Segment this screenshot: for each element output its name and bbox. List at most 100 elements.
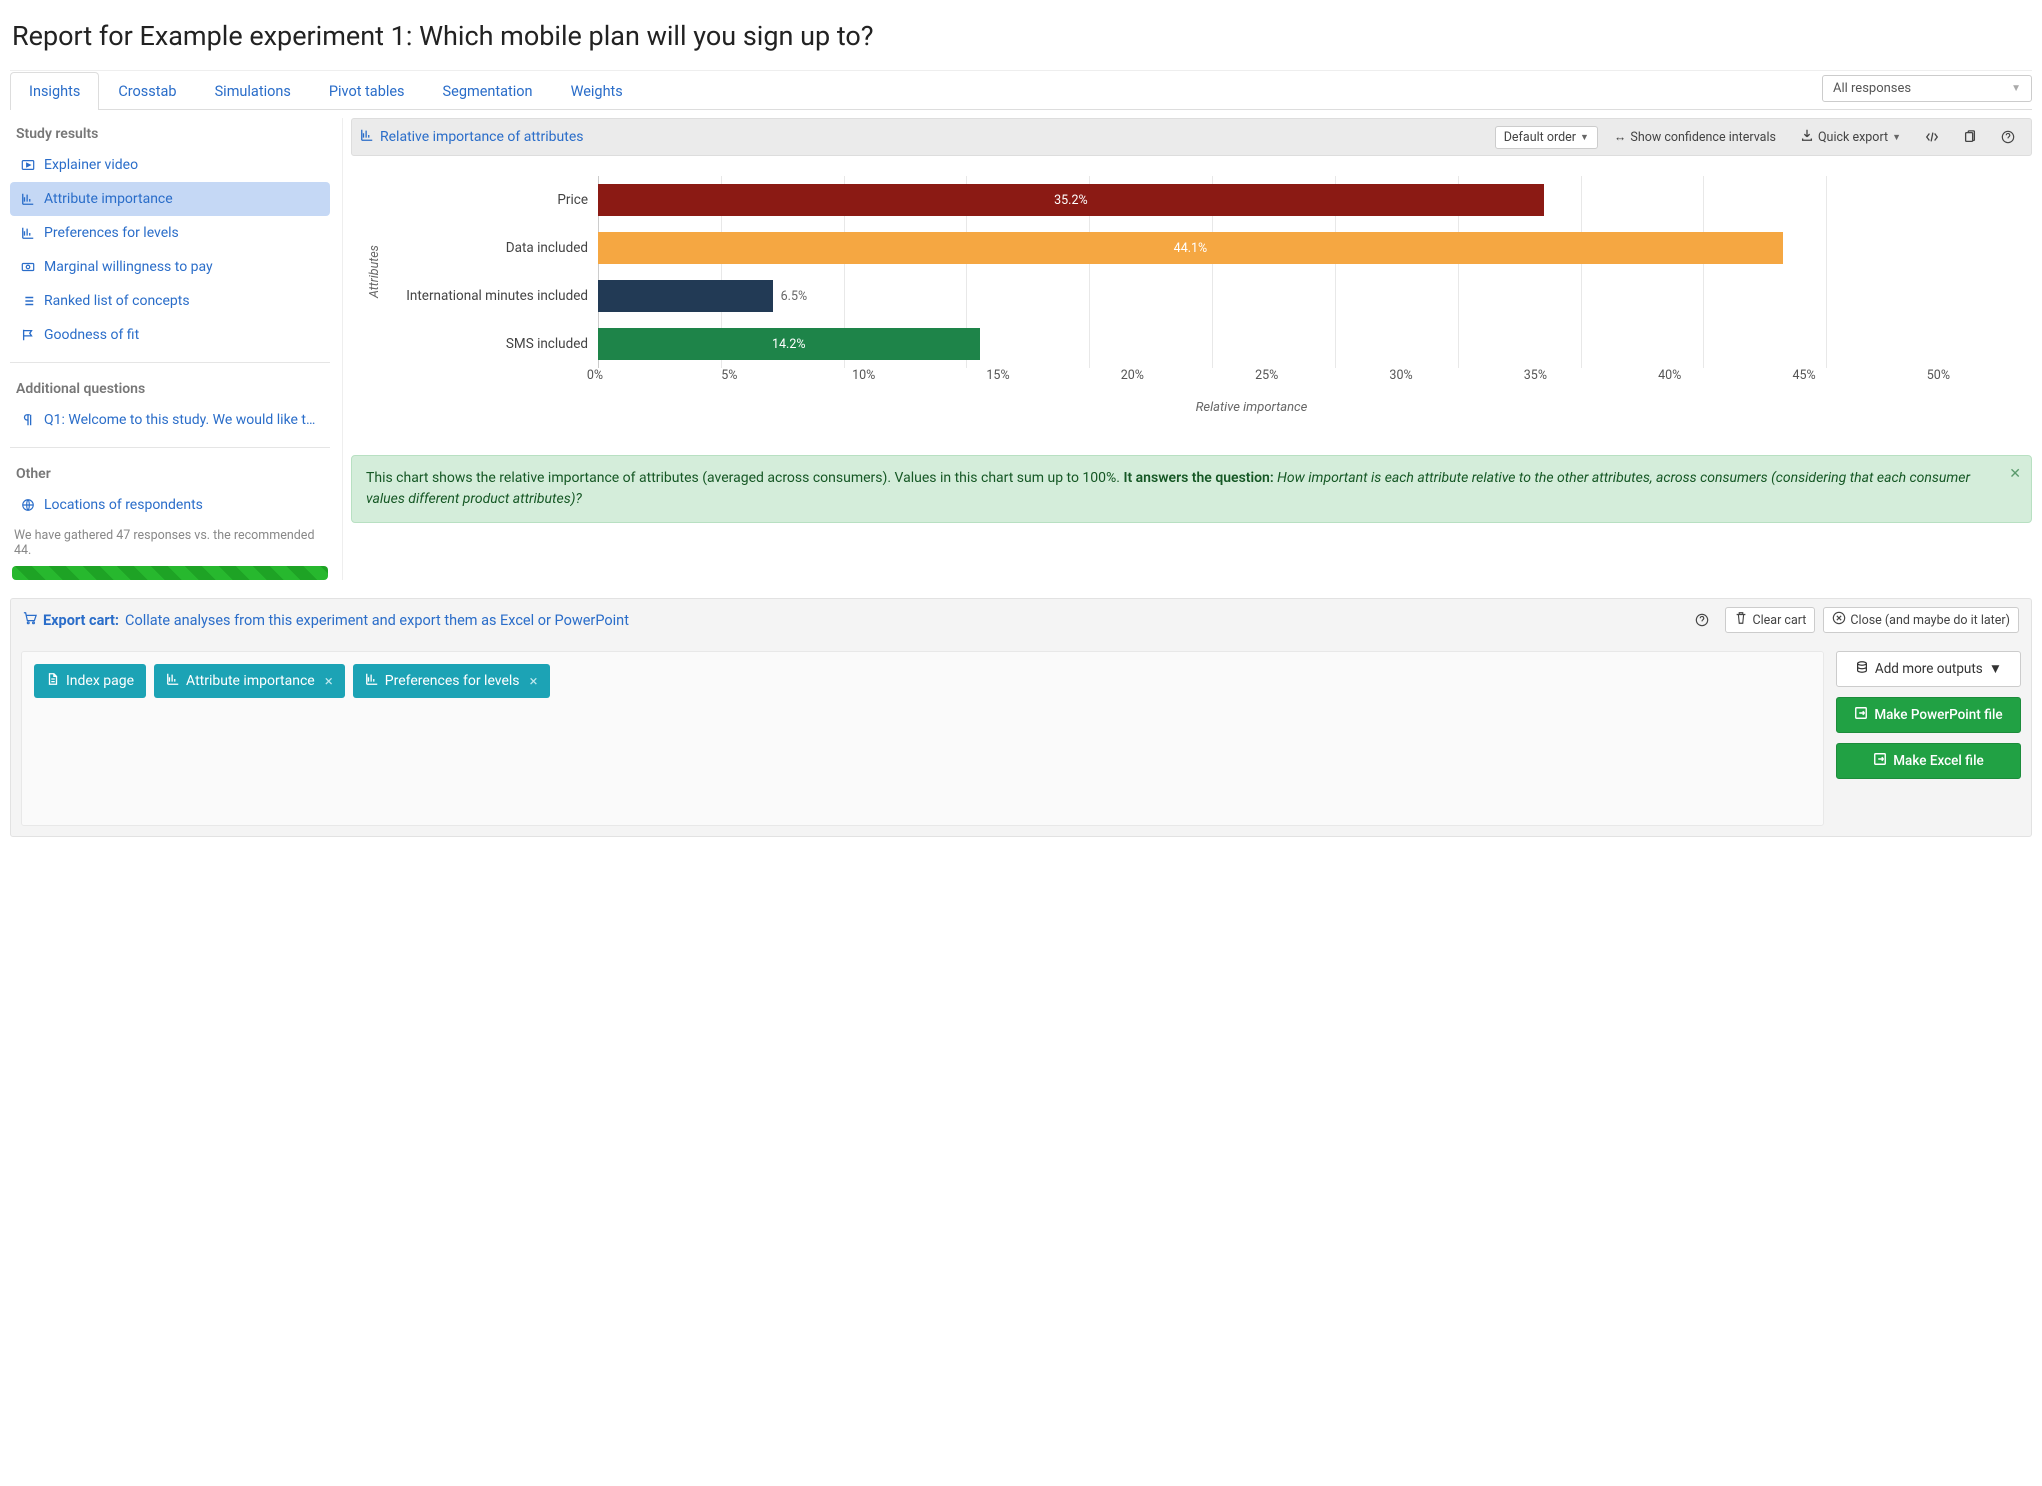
- tab-segmentation[interactable]: Segmentation: [424, 72, 552, 110]
- chip-label: Attribute importance: [186, 673, 315, 689]
- export-chip-attribute-importance[interactable]: Attribute importance ×: [154, 664, 345, 698]
- sidebar-item-label: Locations of respondents: [44, 497, 203, 513]
- bar-value-label: 6.5%: [781, 289, 808, 304]
- default-order-label: Default order: [1504, 130, 1576, 145]
- clear-cart-label: Clear cart: [1752, 613, 1806, 628]
- sidebar-item-label: Marginal willingness to pay: [44, 259, 213, 275]
- x-tick: 30%: [1389, 368, 1412, 383]
- export-chip-preferences-for-levels[interactable]: Preferences for levels ×: [353, 664, 550, 698]
- tabs-row: InsightsCrosstabSimulationsPivot tablesS…: [10, 71, 2032, 110]
- stack-icon: [1855, 660, 1869, 678]
- close-icon[interactable]: ✕: [2009, 464, 2021, 485]
- chart-bars: 35.2% 44.1% 6.5% 14.2%: [598, 176, 2022, 368]
- export-header-bold: Export cart:: [43, 612, 119, 629]
- sidebar-item-label: Goodness of fit: [44, 327, 139, 343]
- sidebar-item-label: Preferences for levels: [44, 225, 179, 241]
- sidebar-item-label: Q1: Welcome to this study. We would like…: [44, 412, 315, 428]
- default-order-button[interactable]: Default order ▼: [1495, 126, 1598, 149]
- export-chips-area: Index pageAttribute importance×Preferenc…: [21, 651, 1824, 826]
- bar-row: 14.2%: [598, 320, 2022, 368]
- money-icon: [20, 260, 36, 274]
- file-icon: [46, 672, 60, 690]
- info-question-label: It answers the question:: [1123, 470, 1277, 486]
- responses-select[interactable]: All responses ▼: [1822, 75, 2032, 102]
- help-icon-button[interactable]: [1993, 127, 2023, 147]
- bar: 14.2%: [598, 328, 980, 360]
- make-excel-button[interactable]: Make Excel file: [1836, 743, 2021, 779]
- page-title: Report for Example experiment 1: Which m…: [10, 10, 2032, 71]
- chip-label: Index page: [66, 673, 134, 689]
- info-text-prefix: This chart shows the relative importance…: [366, 470, 1123, 486]
- bars-icon: [360, 128, 374, 146]
- x-tick: 20%: [1121, 368, 1144, 383]
- sidebar-item-marginal-willingness-to-pay[interactable]: Marginal willingness to pay: [10, 250, 330, 284]
- tab-crosstab[interactable]: Crosstab: [99, 72, 195, 110]
- bars-icon: [365, 672, 379, 690]
- make-powerpoint-button[interactable]: Make PowerPoint file: [1836, 697, 2021, 733]
- bar-row: 44.1%: [598, 224, 2022, 272]
- sidebar-item-locations-of-respondents[interactable]: Locations of respondents: [10, 488, 330, 522]
- tab-simulations[interactable]: Simulations: [196, 72, 310, 110]
- export-help-button[interactable]: [1687, 610, 1717, 630]
- chevron-down-icon: ▼: [1989, 661, 2002, 677]
- bar-value-label: 14.2%: [598, 337, 980, 352]
- sidebar-item-attribute-importance[interactable]: Attribute importance: [10, 182, 330, 216]
- export-icon: [1854, 706, 1868, 724]
- divider: [10, 447, 330, 448]
- export-header: Export cart: Collate analyses from this …: [11, 599, 2031, 641]
- confidence-intervals-button[interactable]: ↔ Show confidence intervals: [1606, 127, 1784, 148]
- y-axis-title: Attributes: [361, 176, 388, 368]
- bar-row: 35.2%: [598, 176, 2022, 224]
- tab-insights[interactable]: Insights: [10, 72, 99, 110]
- remove-chip-icon[interactable]: ×: [530, 672, 538, 690]
- remove-chip-icon[interactable]: ×: [325, 672, 333, 690]
- quick-export-button[interactable]: Quick export ▼: [1792, 125, 1909, 149]
- tab-pivot-tables[interactable]: Pivot tables: [310, 72, 424, 110]
- chevron-down-icon: ▼: [1892, 132, 1901, 143]
- chip-label: Preferences for levels: [385, 673, 520, 689]
- export-header-title: Export cart: Collate analyses from this …: [23, 611, 1679, 629]
- list-icon: [20, 294, 36, 308]
- quick-export-label: Quick export: [1818, 130, 1888, 145]
- export-header-rest: Collate analyses from this experiment an…: [125, 612, 629, 629]
- chart-title-text: Relative importance of attributes: [380, 129, 583, 145]
- export-actions: Add more outputs ▼ Make PowerPoint file …: [1836, 651, 2021, 826]
- add-more-label: Add more outputs: [1875, 661, 1983, 677]
- sidebar-item-goodness-of-fit[interactable]: Goodness of fit: [10, 318, 330, 352]
- y-label: Price: [388, 176, 598, 224]
- close-cart-label: Close (and maybe do it later): [1850, 613, 2010, 628]
- tab-weights[interactable]: Weights: [552, 72, 642, 110]
- bar: 44.1%: [598, 232, 1783, 264]
- y-label: SMS included: [388, 320, 598, 368]
- sidebar-item-label: Explainer video: [44, 157, 138, 173]
- chart-canvas: Attributes PriceData includedInternation…: [351, 156, 2032, 425]
- divider: [10, 362, 330, 363]
- export-chip-index-page[interactable]: Index page: [34, 664, 146, 698]
- code-icon-button[interactable]: [1917, 127, 1947, 147]
- sidebar-section-additional: Additional questions: [10, 373, 330, 403]
- x-tick: 0%: [587, 368, 603, 383]
- copy-icon-button[interactable]: [1955, 127, 1985, 147]
- x-tick: 25%: [1255, 368, 1278, 383]
- globe-icon: [20, 498, 36, 512]
- chevron-down-icon: ▼: [1580, 132, 1589, 143]
- sidebar-item-label: Ranked list of concepts: [44, 293, 190, 309]
- clear-cart-button[interactable]: Clear cart: [1725, 607, 1815, 633]
- y-labels: PriceData includedInternational minutes …: [388, 176, 598, 368]
- arrows-icon: ↔: [1614, 130, 1627, 145]
- x-tick: 40%: [1658, 368, 1681, 383]
- cart-icon: [23, 611, 37, 629]
- tabs: InsightsCrosstabSimulationsPivot tablesS…: [10, 71, 1822, 109]
- bars-icon: [166, 672, 180, 690]
- x-tick: 10%: [852, 368, 875, 383]
- x-tick: 5%: [721, 368, 737, 383]
- close-cart-button[interactable]: Close (and maybe do it later): [1823, 607, 2019, 633]
- bars-icon: [20, 192, 36, 206]
- sidebar-item-preferences-for-levels[interactable]: Preferences for levels: [10, 216, 330, 250]
- sidebar-item-q1-welcome-to-this-study-we-wo[interactable]: Q1: Welcome to this study. We would like…: [10, 403, 330, 437]
- sidebar-item-explainer-video[interactable]: Explainer video: [10, 148, 330, 182]
- add-more-outputs-button[interactable]: Add more outputs ▼: [1836, 651, 2021, 687]
- bars-icon: [20, 226, 36, 240]
- sidebar-item-ranked-list-of-concepts[interactable]: Ranked list of concepts: [10, 284, 330, 318]
- chevron-down-icon: ▼: [2011, 83, 2021, 94]
